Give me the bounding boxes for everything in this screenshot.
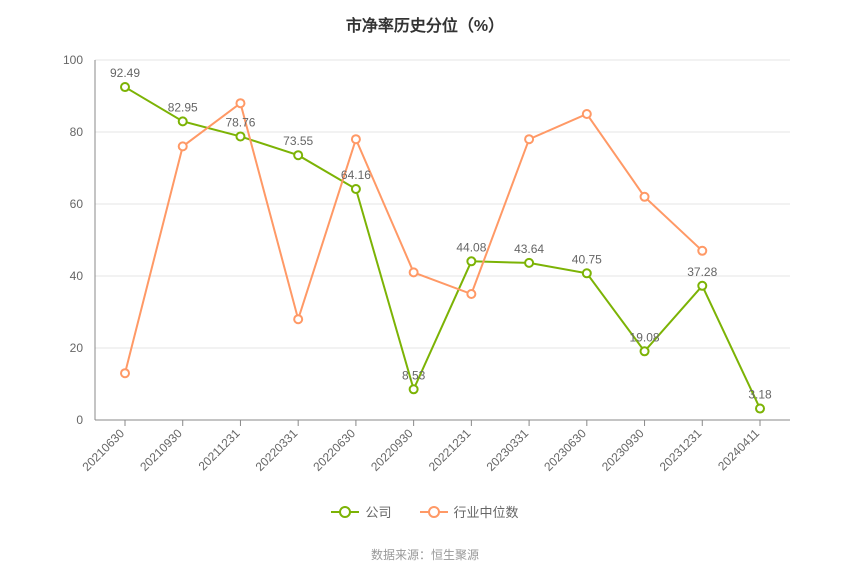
data-point[interactable]	[236, 99, 244, 107]
data-labels: 92.49 82.95 78.76 73.55 64.16 8.53 44.08 43.64 4…	[110, 66, 772, 402]
data-label: 37.28	[687, 265, 717, 279]
data-label: 8.53	[402, 368, 426, 382]
data-point[interactable]	[294, 315, 302, 323]
legend-label: 行业中位数	[454, 502, 519, 521]
x-tick-label: 20221231	[426, 426, 474, 474]
y-axis: 0 20 40 60 80 100	[63, 53, 95, 427]
x-tick-label: 20220331	[253, 426, 301, 474]
data-point[interactable]	[756, 405, 764, 413]
data-label: 44.08	[456, 240, 486, 254]
legend-item[interactable]: 公司	[331, 502, 391, 521]
data-label: 3.18	[748, 388, 772, 402]
chart-svg: 0 20 40 60 80 100 92.49 82.95 78.76 73.55 64.16 8.…	[0, 0, 850, 575]
data-label: 43.64	[514, 242, 544, 256]
y-tick-label: 80	[70, 125, 84, 139]
x-tick-label: 20210930	[137, 426, 185, 474]
data-label: 78.76	[225, 115, 255, 129]
x-axis: 2021063020210930202112312022033120220630…	[79, 420, 790, 474]
data-point[interactable]	[641, 193, 649, 201]
y-tick-label: 20	[70, 341, 84, 355]
series-line	[125, 103, 702, 373]
data-point[interactable]	[294, 151, 302, 159]
legend-marker-icon	[331, 505, 359, 519]
x-tick-label: 20231231	[657, 426, 705, 474]
data-point[interactable]	[583, 269, 591, 277]
data-point[interactable]	[179, 117, 187, 125]
grid	[95, 60, 790, 420]
legend-marker-icon	[420, 505, 448, 519]
data-point[interactable]	[467, 257, 475, 265]
x-tick-label: 20220930	[368, 426, 416, 474]
data-label: 64.16	[341, 168, 371, 182]
chart-container: 市净率历史分位（%） 020406080100 92.4982.9578.767…	[0, 0, 850, 575]
legend: 公司 行业中位数	[0, 502, 850, 522]
y-tick-label: 40	[70, 269, 84, 283]
data-point[interactable]	[583, 110, 591, 118]
data-point[interactable]	[352, 185, 360, 193]
data-source: 数据来源：恒生聚源	[0, 546, 850, 563]
data-label: 40.75	[572, 252, 602, 266]
data-point[interactable]	[641, 347, 649, 355]
series-line	[125, 87, 760, 409]
x-tick-label: 20230930	[599, 426, 647, 474]
data-point[interactable]	[525, 259, 533, 267]
data-point[interactable]	[525, 135, 533, 143]
x-tick-label: 20220630	[310, 426, 358, 474]
data-label: 73.55	[283, 134, 313, 148]
y-tick-label: 100	[63, 53, 83, 67]
legend-label: 公司	[365, 502, 391, 521]
data-point[interactable]	[121, 83, 129, 91]
data-label: 19.08	[630, 330, 660, 344]
legend-item[interactable]: 行业中位数	[420, 502, 519, 521]
data-label: 82.95	[168, 100, 198, 114]
x-tick-label: 20230331	[484, 426, 532, 474]
data-label: 92.49	[110, 66, 140, 80]
data-point[interactable]	[410, 385, 418, 393]
y-tick-label: 60	[70, 197, 84, 211]
y-tick-label: 0	[76, 413, 83, 427]
data-point[interactable]	[467, 290, 475, 298]
data-point[interactable]	[179, 142, 187, 150]
data-point[interactable]	[121, 369, 129, 377]
x-tick-label: 20230630	[541, 426, 589, 474]
data-point[interactable]	[410, 268, 418, 276]
data-point[interactable]	[698, 282, 706, 290]
data-point[interactable]	[352, 135, 360, 143]
data-point[interactable]	[698, 247, 706, 255]
x-tick-label: 20211231	[196, 426, 243, 473]
data-point[interactable]	[236, 132, 244, 140]
x-tick-label: 20210630	[79, 426, 127, 474]
x-tick-label: 20240411	[715, 426, 762, 473]
